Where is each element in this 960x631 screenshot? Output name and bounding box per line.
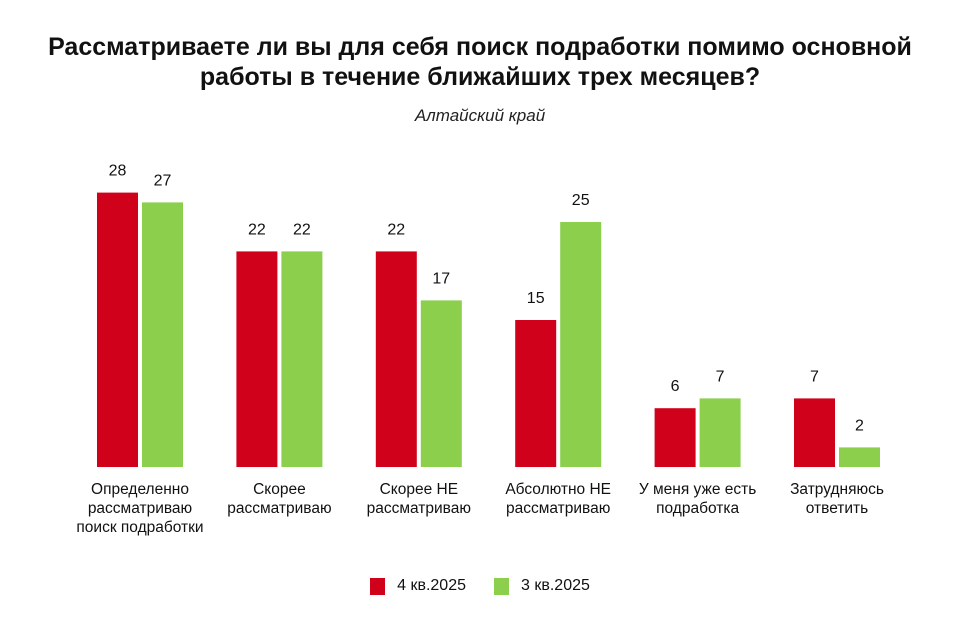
bar (281, 251, 323, 467)
category-label: Абсолютно НЕ рассматриваю (505, 481, 612, 517)
data-label: 28 (109, 163, 127, 180)
bar (515, 320, 557, 467)
data-label: 22 (293, 221, 311, 238)
data-label: 22 (387, 221, 405, 238)
bar (654, 408, 696, 467)
legend-label: 3 кв.2025 (521, 577, 590, 594)
legend-item: 3 кв.2025 (494, 577, 590, 595)
category-label: Определенно рассматриваю поиск подработк… (76, 481, 204, 536)
bar (420, 300, 462, 467)
bar (839, 447, 880, 467)
data-label: 6 (671, 378, 680, 395)
data-label: 22 (248, 221, 266, 238)
bar (794, 398, 835, 467)
legend-label: 4 кв.2025 (397, 577, 466, 594)
data-label: 2 (855, 417, 864, 434)
data-label: 27 (154, 172, 172, 189)
bar (97, 192, 138, 467)
data-label: 17 (432, 270, 450, 287)
category-label: Скорее НЕ рассматриваю (366, 481, 471, 517)
bar (236, 251, 278, 467)
data-label: 25 (572, 192, 590, 209)
category-label: У меня уже есть подработка (638, 481, 757, 517)
legend: 4 кв.2025 3 кв.2025 (0, 577, 960, 595)
data-label: 7 (810, 368, 819, 385)
bar (142, 202, 183, 467)
chart-title: Рассматриваете ли вы для себя поиск подр… (48, 33, 912, 91)
chart-subtitle: Алтайский край (414, 106, 546, 125)
data-label: 7 (716, 368, 725, 385)
bar (699, 398, 741, 467)
category-label: Скорее рассматриваю (227, 481, 332, 517)
data-label: 15 (527, 290, 545, 307)
legend-item: 4 кв.2025 (370, 577, 466, 595)
legend-swatch (370, 577, 386, 595)
bar (375, 251, 417, 467)
bar (560, 222, 602, 467)
legend-swatch (494, 577, 509, 595)
category-label: Затрудняюсь ответить (790, 481, 884, 517)
